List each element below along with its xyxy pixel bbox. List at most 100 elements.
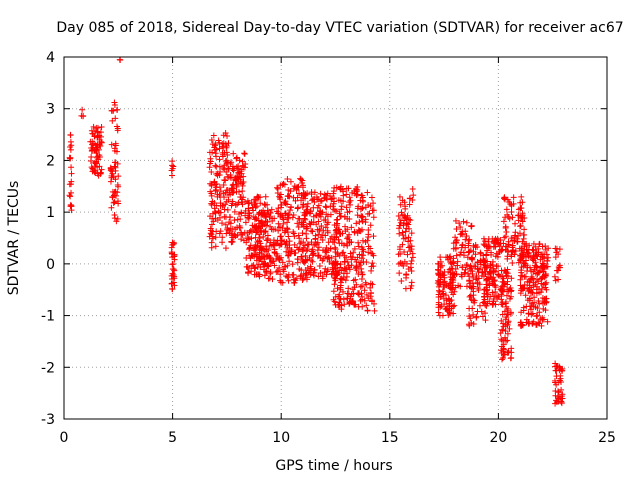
data-point [470, 274, 477, 281]
data-point [365, 243, 372, 250]
data-point [514, 238, 521, 245]
data-point [363, 291, 370, 298]
data-point [242, 219, 249, 226]
data-point [536, 309, 543, 316]
data-point [307, 210, 314, 217]
data-point [207, 160, 214, 167]
data-point [294, 184, 301, 191]
data-point [368, 290, 375, 297]
data-point [279, 214, 286, 221]
data-point [96, 141, 103, 148]
data-point [445, 268, 452, 275]
data-point [367, 284, 374, 291]
data-point [535, 245, 542, 252]
data-point [210, 132, 217, 139]
data-point [68, 181, 75, 188]
data-point [322, 232, 329, 239]
data-point [107, 164, 114, 171]
data-point [367, 222, 374, 229]
data-point [435, 309, 442, 316]
data-point [170, 163, 177, 170]
data-point [498, 301, 505, 308]
data-point [480, 261, 487, 268]
data-point [317, 208, 324, 215]
data-point [521, 273, 528, 280]
data-point [66, 192, 73, 199]
data-point [266, 242, 273, 249]
data-point [339, 230, 346, 237]
data-point [279, 259, 286, 266]
data-point [441, 274, 448, 281]
data-point [501, 351, 508, 358]
data-point [291, 183, 298, 190]
data-point [277, 211, 284, 218]
data-point [361, 297, 368, 304]
data-point [333, 230, 340, 237]
data-point [324, 229, 331, 236]
data-point [509, 242, 516, 249]
data-point [368, 267, 375, 274]
data-point [525, 288, 532, 295]
data-point [344, 295, 351, 302]
data-point [397, 222, 404, 229]
data-point [228, 159, 235, 166]
data-point [94, 124, 101, 131]
data-point [519, 210, 526, 217]
data-point [310, 196, 317, 203]
data-point [269, 258, 276, 265]
data-point [346, 194, 353, 201]
data-point [508, 209, 515, 216]
data-point [359, 226, 366, 233]
data-point [518, 193, 525, 200]
data-point [539, 295, 546, 302]
data-point [463, 232, 470, 239]
data-point [271, 249, 278, 256]
data-point [350, 290, 357, 297]
data-point [296, 240, 303, 247]
data-point [303, 203, 310, 210]
data-point [521, 260, 528, 267]
data-point [450, 279, 457, 286]
data-point [356, 251, 363, 258]
data-point [284, 175, 291, 182]
data-point [504, 311, 511, 318]
data-point [481, 264, 488, 271]
data-point [275, 205, 282, 212]
data-point [518, 267, 525, 274]
data-point [368, 194, 375, 201]
y-tick-label--2: -2 [41, 360, 55, 376]
data-point [504, 286, 511, 293]
data-point [211, 146, 218, 153]
data-point [330, 206, 337, 213]
data-point [300, 258, 307, 265]
data-point [461, 252, 468, 259]
data-point [262, 202, 269, 209]
data-point [528, 276, 535, 283]
data-point [304, 206, 311, 213]
data-point [526, 295, 533, 302]
data-point [300, 244, 307, 251]
data-point [504, 196, 511, 203]
data-point [369, 281, 376, 288]
data-point [213, 171, 220, 178]
data-point [295, 246, 302, 253]
data-point [233, 155, 240, 162]
data-point [68, 164, 75, 171]
data-point [252, 265, 259, 272]
data-point [317, 270, 324, 277]
data-point [246, 244, 253, 251]
data-point [306, 220, 313, 227]
data-point [442, 305, 449, 312]
data-point [318, 223, 325, 230]
data-point [109, 107, 116, 114]
data-point [285, 215, 292, 222]
data-point [288, 246, 295, 253]
data-point [251, 247, 258, 254]
data-point [555, 379, 562, 386]
data-point [170, 266, 177, 273]
data-point [543, 263, 550, 270]
data-point [306, 254, 313, 261]
data-point [248, 235, 255, 242]
data-point [231, 217, 238, 224]
data-point [488, 251, 495, 258]
